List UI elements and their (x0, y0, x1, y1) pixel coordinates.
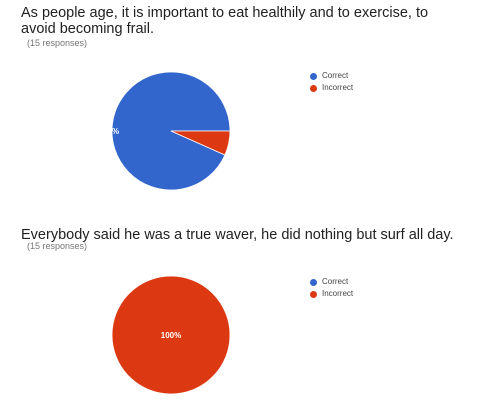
slice-label-incorrect: 100% (161, 331, 181, 340)
legend-item-incorrect: Incorrect (310, 82, 353, 94)
legend-swatch-incorrect (310, 290, 317, 298)
pie-slice-incorrect (170, 130, 231, 156)
slice-label-correct: 93.3% (96, 127, 119, 136)
legend-swatch-correct (310, 278, 317, 286)
pie-slice-correct (111, 71, 231, 191)
question-1: As people age, it is important to eat he… (21, 5, 429, 191)
question-2-pie-chart: 100% (111, 275, 231, 395)
legend-swatch-correct (310, 72, 317, 80)
legend-label-incorrect: Incorrect (322, 83, 354, 92)
legend-swatch-incorrect (310, 84, 317, 92)
legend-item-incorrect: Incorrect (310, 288, 353, 300)
question-1-title: As people age, it is important to eat he… (21, 5, 429, 37)
question-1-legend: Correct Incorrect (310, 70, 353, 94)
pie-slice-incorrect (111, 275, 231, 395)
legend-label-incorrect: Incorrect (322, 289, 354, 298)
question-1-response-count: (15 responses) (27, 38, 88, 48)
legend-label-correct: Correct (322, 71, 349, 80)
question-2-response-count: (15 responses) (27, 241, 88, 251)
legend-item-correct: Correct (310, 70, 353, 82)
legend-label-correct: Correct (322, 277, 349, 286)
question-1-pie-chart: 93.3% (96, 71, 231, 191)
legend-item-correct: Correct (310, 276, 353, 288)
question-2-legend: Correct Incorrect (310, 276, 353, 300)
question-2: Everybody said he was a true waver, he d… (0, 210, 500, 420)
question-2-title: Everybody said he was a true waver, he d… (21, 227, 454, 243)
